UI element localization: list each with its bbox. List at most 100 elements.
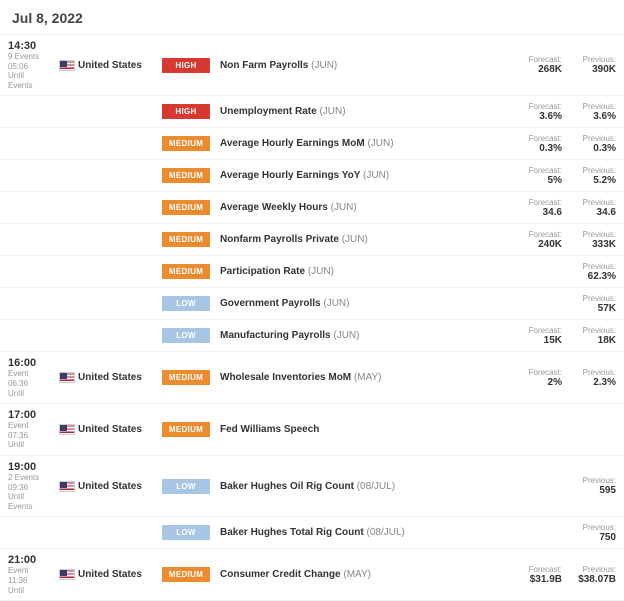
forecast-value: 34.6 xyxy=(516,207,562,218)
event-period: (08/JUL) xyxy=(357,481,395,492)
previous-box: Previous:57K xyxy=(570,294,616,314)
impact-cell: HIGH xyxy=(162,58,214,73)
event-period: (JUN) xyxy=(333,330,359,341)
event-count: Event xyxy=(8,421,56,431)
previous-label: Previous: xyxy=(570,565,616,574)
event-count: Event xyxy=(8,369,56,379)
events-label: Events xyxy=(8,502,56,512)
impact-badge: HIGH xyxy=(162,58,210,73)
flag-cell xyxy=(56,569,78,580)
previous-value: 34.6 xyxy=(570,207,616,218)
event-name: Nonfarm Payrolls Private (JUN) xyxy=(220,234,508,245)
values-cell: Forecast:0.3% Previous: 0.3% xyxy=(508,134,616,154)
impact-cell: MEDIUM xyxy=(162,200,214,215)
time-cell: 14:309 Events05:06UntilEvents xyxy=(8,40,56,90)
impact-badge: LOW xyxy=(162,525,210,540)
event-name: Average Hourly Earnings MoM (JUN) xyxy=(220,138,508,149)
previous-box: Previous:34.6 xyxy=(570,198,616,218)
event-row[interactable]: 17:00Event07:36UntilUnited StatesMEDIUMF… xyxy=(0,404,624,456)
event-row[interactable]: United StatesMEDIUMParticipation Rate (J… xyxy=(0,256,624,288)
us-flag-icon xyxy=(59,372,75,383)
impact-badge: HIGH xyxy=(162,104,210,119)
forecast-label: Forecast: xyxy=(516,134,562,143)
previous-value: 390K xyxy=(570,64,616,75)
country-name: United States xyxy=(78,60,162,71)
previous-box: Previous:595 xyxy=(570,476,616,496)
event-row[interactable]: United StatesLOWManufacturing Payrolls (… xyxy=(0,320,624,352)
previous-box: Previous:750 xyxy=(570,523,616,543)
impact-cell: LOW xyxy=(162,525,214,540)
impact-badge: MEDIUM xyxy=(162,567,210,582)
countdown: 06:36 xyxy=(8,379,56,389)
forecast-label: Forecast: xyxy=(516,368,562,377)
impact-cell: HIGH xyxy=(162,104,214,119)
event-row[interactable]: United StatesMEDIUMAverage Hourly Earnin… xyxy=(0,160,624,192)
previous-box: Previous:390K xyxy=(570,55,616,75)
impact-badge: MEDIUM xyxy=(162,136,210,151)
previous-value: 2.3% xyxy=(570,377,616,388)
forecast-label: Forecast: xyxy=(516,326,562,335)
forecast-label: Forecast: xyxy=(516,166,562,175)
previous-label: Previous: xyxy=(570,198,616,207)
impact-badge: MEDIUM xyxy=(162,168,210,183)
values-cell: Forecast:2%Previous:2.3% xyxy=(508,368,616,388)
us-flag-icon xyxy=(59,569,75,580)
event-row[interactable]: 16:00Event06:36UntilUnited StatesMEDIUMW… xyxy=(0,352,624,404)
values-cell: Forecast:5%Previous:5.2% xyxy=(508,166,616,186)
event-row[interactable]: United StatesHIGHUnemployment Rate (JUN)… xyxy=(0,96,624,128)
event-row[interactable]: 19:002 Events09:36UntilEventsUnited Stat… xyxy=(0,456,624,517)
event-row[interactable]: United StatesLOWBaker Hughes Total Rig C… xyxy=(0,517,624,549)
event-row[interactable]: United StatesMEDIUMNonfarm Payrolls Priv… xyxy=(0,224,624,256)
values-cell: Forecast:34.6Previous:34.6 xyxy=(508,198,616,218)
forecast-box: Forecast:2% xyxy=(516,368,562,388)
event-time: 17:00 xyxy=(8,409,56,421)
previous-value: 3.6% xyxy=(570,111,616,122)
previous-value: 62.3% xyxy=(570,271,616,282)
impact-cell: LOW xyxy=(162,296,214,311)
events-label: Events xyxy=(8,81,56,91)
time-cell: 21:00Event11:36Until xyxy=(8,554,56,595)
previous-label: Previous: xyxy=(570,134,616,143)
forecast-value: 15K xyxy=(516,335,562,346)
event-name: Unemployment Rate (JUN) xyxy=(220,106,508,117)
event-period: (JUN) xyxy=(363,170,389,181)
countdown: 05:06 xyxy=(8,62,56,72)
forecast-box: Forecast:3.6% xyxy=(516,102,562,122)
time-cell: 17:00Event07:36Until xyxy=(8,409,56,450)
event-row[interactable]: United StatesMEDIUMAverage Hourly Earnin… xyxy=(0,128,624,160)
flag-cell xyxy=(56,481,78,492)
values-cell: Previous:595 xyxy=(508,476,616,496)
previous-label: Previous: xyxy=(570,523,616,532)
forecast-box: Forecast:$31.9B xyxy=(516,565,562,585)
forecast-box: Forecast:15K xyxy=(516,326,562,346)
values-cell: Forecast:$31.9B Previous:$38.07B xyxy=(508,565,616,585)
forecast-value: 268K xyxy=(516,64,562,75)
forecast-box: Forecast:0.3% xyxy=(516,134,562,154)
event-row[interactable]: 21:00Event11:36UntilUnited StatesMEDIUMC… xyxy=(0,549,624,601)
date-header: Jul 8, 2022 xyxy=(0,0,624,35)
forecast-value: 2% xyxy=(516,377,562,388)
event-row[interactable]: 14:309 Events05:06UntilEventsUnited Stat… xyxy=(0,35,624,96)
previous-value: $38.07B xyxy=(570,574,616,585)
forecast-box: Forecast:240K xyxy=(516,230,562,250)
previous-box: Previous:62.3% xyxy=(570,262,616,282)
countdown: 11:36 xyxy=(8,576,56,586)
previous-label: Previous: xyxy=(570,326,616,335)
previous-label: Previous: xyxy=(570,294,616,303)
event-time: 14:30 xyxy=(8,40,56,52)
previous-label: Previous: xyxy=(570,55,616,64)
forecast-value: $31.9B xyxy=(516,574,562,585)
event-period: (JUN) xyxy=(331,202,357,213)
impact-badge: LOW xyxy=(162,296,210,311)
impact-badge: LOW xyxy=(162,479,210,494)
forecast-value: 0.3% xyxy=(516,143,562,154)
event-row[interactable]: United StatesLOWGovernment Payrolls (JUN… xyxy=(0,288,624,320)
forecast-label: Forecast: xyxy=(516,198,562,207)
event-row[interactable]: United StatesMEDIUMAverage Weekly Hours … xyxy=(0,192,624,224)
flag-cell xyxy=(56,60,78,71)
event-count: 2 Events xyxy=(8,473,56,483)
countdown: 09:36 xyxy=(8,483,56,493)
until-label: Until xyxy=(8,440,56,450)
previous-box: Previous:18K xyxy=(570,326,616,346)
previous-box: Previous:3.6% xyxy=(570,102,616,122)
